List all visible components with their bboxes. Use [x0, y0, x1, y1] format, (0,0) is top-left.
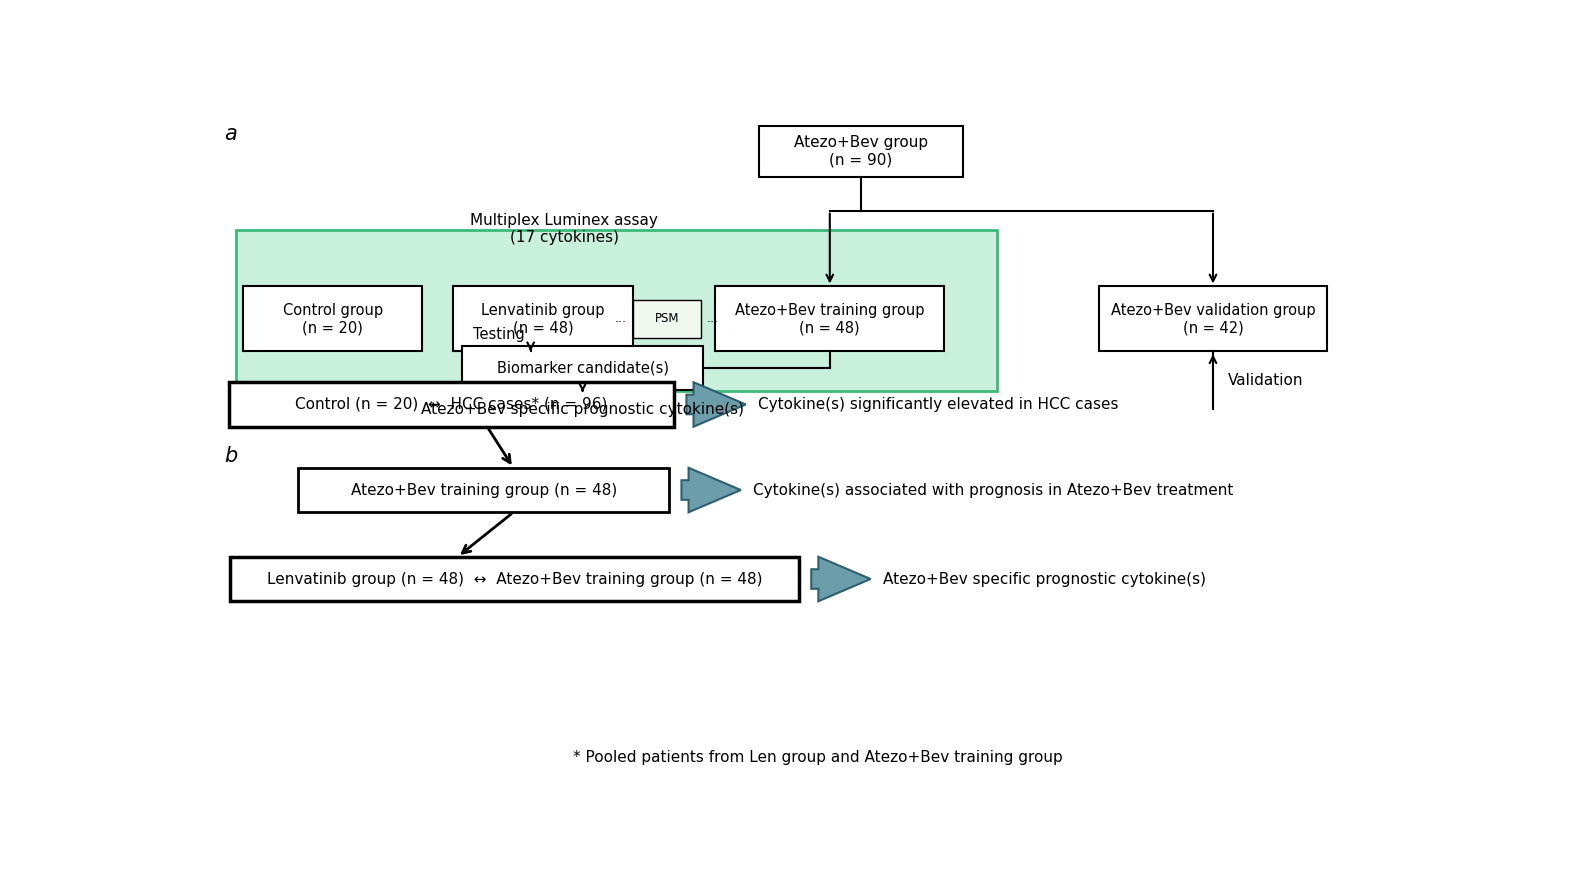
FancyBboxPatch shape	[759, 125, 963, 177]
Text: a: a	[223, 124, 236, 144]
Text: Atezo+Bev validation group
(n = 42): Atezo+Bev validation group (n = 42)	[1110, 302, 1316, 335]
FancyBboxPatch shape	[230, 557, 799, 601]
Text: Cytokine(s) associated with prognosis in Atezo+Bev treatment: Cytokine(s) associated with prognosis in…	[753, 483, 1233, 498]
FancyBboxPatch shape	[230, 382, 675, 427]
Polygon shape	[812, 557, 871, 601]
Text: Cytokine(s) significantly elevated in HCC cases: Cytokine(s) significantly elevated in HC…	[758, 397, 1118, 412]
FancyBboxPatch shape	[453, 286, 633, 351]
Text: ...: ...	[614, 312, 627, 325]
FancyBboxPatch shape	[236, 230, 997, 391]
FancyBboxPatch shape	[244, 286, 423, 351]
Text: Multiplex Luminex assay
(17 cytokines): Multiplex Luminex assay (17 cytokines)	[471, 212, 659, 245]
Text: Lenvatinib group (n = 48)  ↔  Atezo+Bev training group (n = 48): Lenvatinib group (n = 48) ↔ Atezo+Bev tr…	[266, 572, 762, 587]
Text: Atezo+Bev training group
(n = 48): Atezo+Bev training group (n = 48)	[735, 302, 925, 335]
Text: Atezo+Bev specific prognostic cytokine(s): Atezo+Bev specific prognostic cytokine(s…	[421, 403, 745, 418]
Text: Lenvatinib group
(n = 48): Lenvatinib group (n = 48)	[482, 302, 605, 335]
Text: Biomarker candidate(s): Biomarker candidate(s)	[496, 361, 668, 376]
Text: Control (n = 20)  ↔  HCC cases* (n = 96): Control (n = 20) ↔ HCC cases* (n = 96)	[295, 397, 608, 412]
FancyBboxPatch shape	[716, 286, 944, 351]
Text: Atezo+Bev group
(n = 90): Atezo+Bev group (n = 90)	[794, 135, 928, 167]
Text: b: b	[223, 445, 238, 466]
FancyBboxPatch shape	[463, 346, 703, 390]
Text: PSM: PSM	[654, 312, 679, 325]
Text: ...: ...	[707, 312, 719, 325]
Polygon shape	[686, 382, 746, 427]
Polygon shape	[681, 468, 740, 512]
Text: * Pooled patients from Len group and Atezo+Bev training group: * Pooled patients from Len group and Ate…	[573, 750, 1062, 765]
Text: Atezo+Bev training group (n = 48): Atezo+Bev training group (n = 48)	[351, 483, 617, 498]
FancyBboxPatch shape	[633, 300, 700, 338]
FancyBboxPatch shape	[298, 468, 670, 512]
FancyBboxPatch shape	[1099, 286, 1327, 351]
Text: Validation: Validation	[1228, 372, 1303, 388]
Text: Atezo+Bev specific prognostic cytokine(s): Atezo+Bev specific prognostic cytokine(s…	[884, 572, 1206, 587]
Text: Control group
(n = 20): Control group (n = 20)	[282, 302, 383, 335]
Text: Testing: Testing	[472, 327, 525, 341]
